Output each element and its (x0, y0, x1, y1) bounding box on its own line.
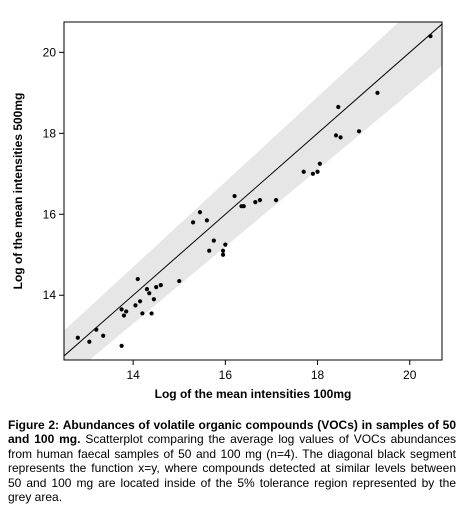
data-point (147, 291, 152, 296)
y-tick-label: 14 (43, 288, 57, 302)
x-tick-label: 20 (403, 368, 417, 382)
data-point (336, 104, 341, 110)
data-point (211, 238, 216, 243)
data-point (315, 169, 320, 174)
data-point (253, 200, 258, 205)
y-tick-label: 16 (43, 207, 57, 221)
scatter-plot: 14 16 18 20 14 16 18 20 Log of the mean intens… (11, 21, 443, 401)
x-axis: 14 16 18 20 (126, 360, 417, 382)
data-point (317, 161, 322, 166)
data-point (375, 90, 380, 95)
data-point (257, 198, 263, 203)
figure-label: Figure 2: (8, 418, 60, 432)
data-point (75, 335, 80, 340)
data-point (101, 333, 106, 338)
data-point (333, 133, 339, 138)
data-point (94, 327, 99, 332)
data-point (151, 297, 156, 302)
x-tick-label: 14 (126, 368, 140, 382)
x-tick-label: 18 (311, 368, 325, 382)
data-point (204, 218, 210, 223)
x-tick-label: 16 (219, 368, 233, 382)
data-point (232, 193, 237, 199)
data-point (197, 210, 203, 215)
data-point (310, 171, 316, 176)
data-point (137, 299, 143, 304)
data-point (356, 129, 362, 134)
y-axis: 14 16 18 20 (43, 45, 64, 302)
y-tick-label: 20 (43, 45, 57, 59)
data-point (223, 242, 228, 247)
data-point (154, 285, 159, 290)
data-point (428, 34, 433, 39)
data-point (338, 135, 343, 140)
data-point (140, 311, 145, 316)
data-point (119, 307, 124, 312)
data-point (220, 252, 226, 257)
data-point (158, 283, 163, 288)
data-point (177, 278, 182, 284)
data-point (124, 309, 129, 314)
data-point (121, 313, 127, 318)
plot-frame (63, 21, 443, 361)
data-point (273, 198, 279, 203)
x-axis-title: Log of the mean intensities 100mg (155, 387, 352, 401)
figure-title: Abundances of volatile organic compounds… (8, 418, 457, 447)
data-point (241, 204, 246, 209)
y-axis-title: Log of the mean intensities 500mg (11, 93, 25, 290)
data-point (144, 287, 150, 292)
figure-caption: Figure 2: Abundances of volatile organic… (8, 418, 456, 504)
data-point (87, 339, 92, 344)
data-point (133, 303, 138, 308)
data-point (220, 248, 226, 253)
y-tick-label: 18 (43, 126, 57, 140)
data-point (207, 248, 212, 253)
data-point (149, 311, 154, 316)
data-point (135, 276, 140, 282)
data-point (301, 169, 306, 174)
data-point (119, 343, 124, 348)
figure-description: Scatterplot comparing the average log va… (8, 432, 456, 505)
data-point (190, 220, 196, 225)
